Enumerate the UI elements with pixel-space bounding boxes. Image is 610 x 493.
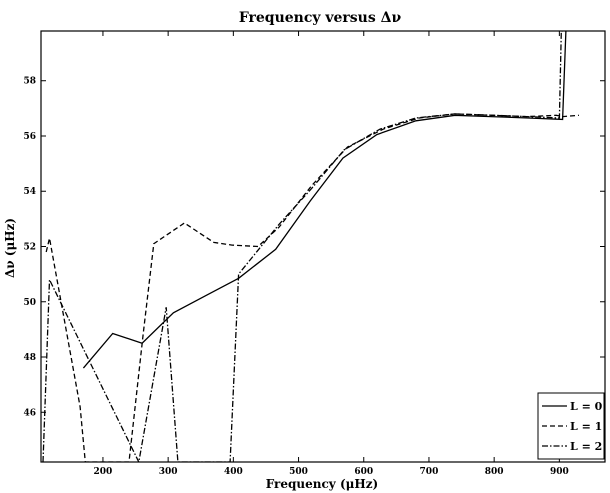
- x-tick-label: 400: [224, 467, 243, 477]
- plot-frame: [40, 30, 606, 463]
- y-tick-label: 48: [23, 353, 36, 363]
- x-tick-label: 600: [354, 467, 373, 477]
- y-tick-label: 58: [23, 77, 36, 87]
- y-tick-label: 52: [23, 243, 36, 253]
- x-tick-label: 700: [420, 467, 439, 477]
- legend-label-l2: L = 2: [570, 440, 602, 453]
- series-line-l2: [42, 31, 566, 462]
- chart-title: Frequency versus Δν: [239, 10, 402, 26]
- y-tick-label: 50: [23, 298, 36, 308]
- x-tick-label: 900: [550, 467, 569, 477]
- ticks-layer: 200 300 400 500 600 700 800 900 46 48 50 52 54 56 58: [23, 31, 605, 477]
- x-tick-label: 200: [94, 467, 113, 477]
- legend: L = 0 L = 1 L = 2: [537, 392, 605, 460]
- y-tick-label: 56: [23, 132, 36, 142]
- x-tick-label: 500: [289, 467, 308, 477]
- x-tick-label: 300: [159, 467, 178, 477]
- legend-label-l1: L = 1: [570, 420, 602, 433]
- series-line-l0: [82, 31, 567, 369]
- y-tick-label: 46: [23, 408, 36, 418]
- x-axis-label: Frequency (μHz): [266, 477, 379, 491]
- series-line-l1: [45, 113, 579, 462]
- legend-label-l0: L = 0: [570, 400, 603, 413]
- y-tick-label: 54: [23, 187, 36, 197]
- series-layer: [42, 31, 579, 462]
- legend-box: [537, 392, 605, 460]
- y-axis-label: Δν (μHz): [3, 218, 17, 278]
- x-tick-label: 800: [485, 467, 504, 477]
